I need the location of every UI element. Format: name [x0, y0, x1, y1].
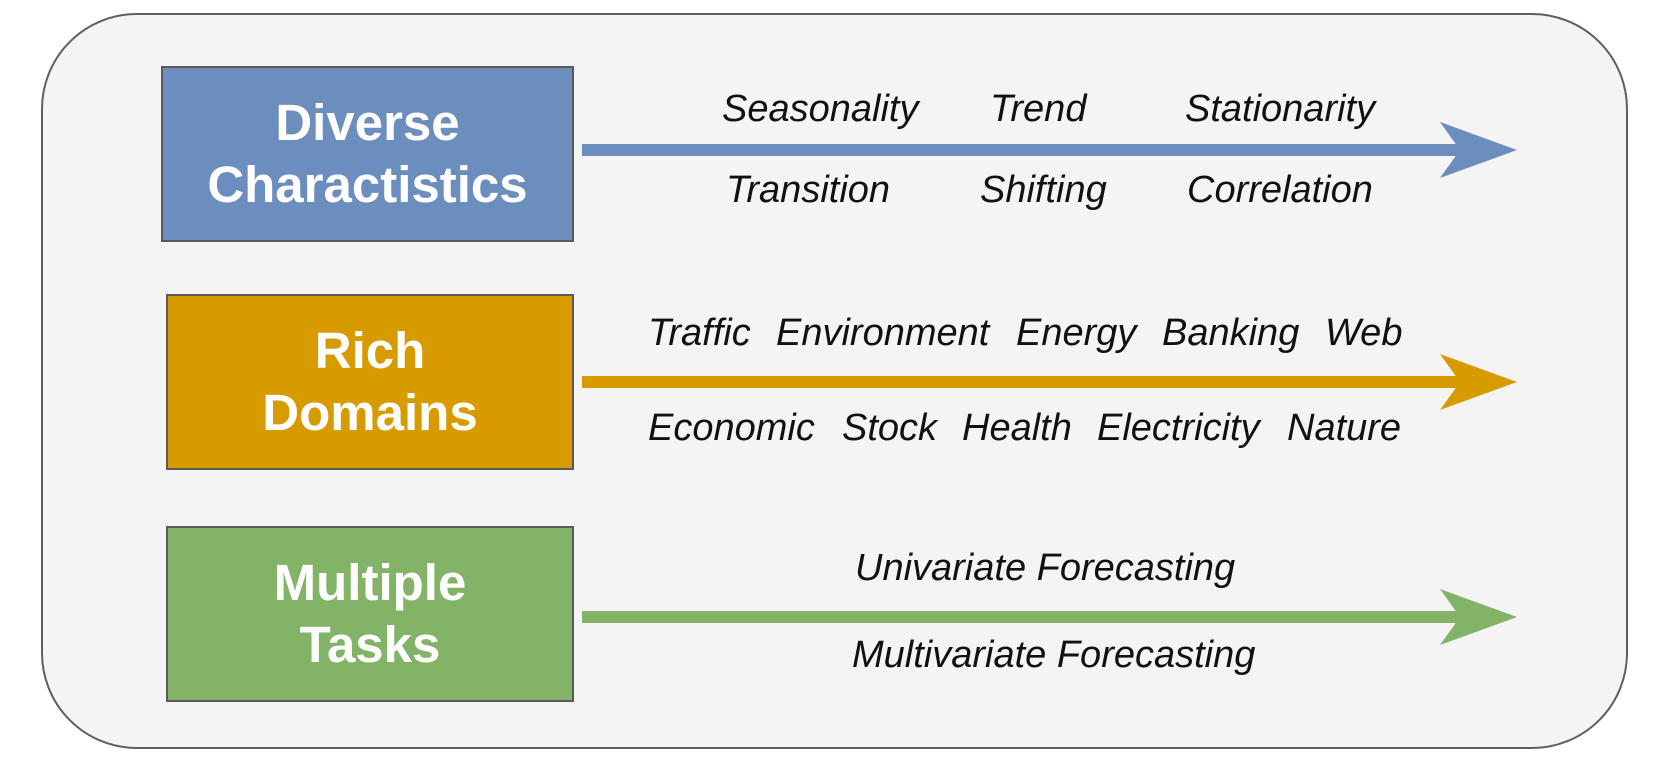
label-electricity: Electricity: [1097, 407, 1260, 449]
label-univariate-forecasting: Univariate Forecasting: [855, 547, 1236, 589]
diverse-characteristics-box: Diverse Charactistics: [161, 66, 574, 242]
label-trend: Trend: [990, 88, 1087, 130]
label-stationarity: Stationarity: [1185, 88, 1376, 130]
label-correlation: Correlation: [1187, 169, 1373, 211]
arrow-characteristics: [582, 122, 1517, 178]
label-environment: Environment: [776, 312, 990, 354]
box-title-line2: Domains: [262, 384, 478, 441]
box-title-line1: Diverse: [275, 94, 460, 151]
box-title-line2: Charactistics: [207, 156, 528, 213]
arrow-shaft: [582, 144, 1462, 156]
multiple-tasks-box: Multiple Tasks: [166, 526, 574, 702]
label-traffic: Traffic: [648, 312, 751, 354]
label-shifting: Shifting: [980, 169, 1107, 211]
arrow-shaft: [582, 376, 1462, 388]
arrow-shaft: [582, 611, 1462, 623]
label-banking: Banking: [1162, 312, 1300, 354]
box-title-line1: Rich: [314, 322, 426, 379]
arrow-tasks: [582, 589, 1517, 645]
box-title-line2: Tasks: [299, 616, 441, 673]
label-energy: Energy: [1016, 312, 1137, 354]
arrow-domains: [582, 354, 1517, 410]
label-health: Health: [962, 407, 1072, 449]
box-title-line1: Multiple: [273, 554, 467, 611]
label-stock: Stock: [842, 407, 938, 449]
rich-domains-box: Rich Domains: [166, 294, 574, 470]
arrow-head: [1440, 354, 1517, 410]
label-web: Web: [1325, 312, 1403, 354]
arrow-head: [1440, 589, 1517, 645]
label-transition: Transition: [726, 169, 891, 211]
label-economic: Economic: [648, 407, 815, 449]
arrow-head: [1440, 122, 1517, 178]
label-seasonality: Seasonality: [722, 88, 919, 130]
label-nature: Nature: [1287, 407, 1402, 449]
label-multivariate-forecasting: Multivariate Forecasting: [852, 634, 1256, 676]
